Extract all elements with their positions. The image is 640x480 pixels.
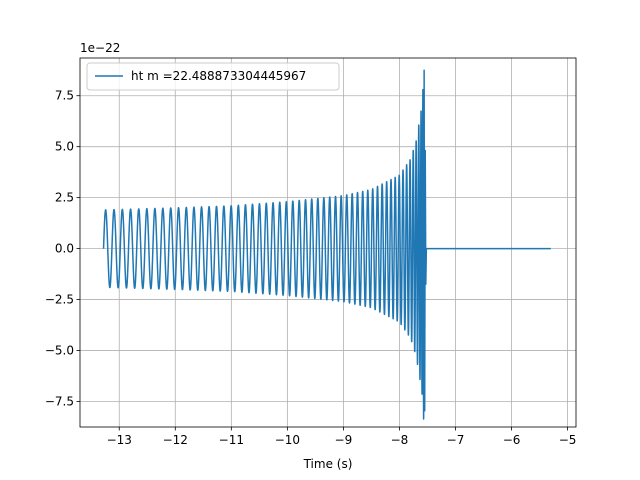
y-tick-label: −5.0: [45, 344, 74, 358]
y-axis-ticks: −7.5 −5.0 −2.5 0.0 2.5 5.0 7.5: [45, 89, 80, 409]
x-tick-label: −12: [163, 433, 188, 447]
x-tick-label: −11: [219, 433, 244, 447]
y-offset-label: 1e−22: [80, 41, 120, 55]
y-tick-label: 2.5: [55, 191, 74, 205]
y-tick-label: 5.0: [55, 140, 74, 154]
axes-frame: [79, 57, 577, 428]
legend: ht m =22.488873304445967: [86, 62, 340, 91]
y-tick-label: 7.5: [55, 89, 74, 103]
y-tick-label: −7.5: [45, 395, 74, 409]
x-axis-label: Time (s): [303, 457, 353, 471]
x-tick-label: −5: [559, 433, 577, 447]
y-tick-label: 0.0: [55, 242, 74, 256]
x-tick-label: −7: [447, 433, 465, 447]
plot-area: [102, 69, 551, 420]
x-tick-label: −10: [275, 433, 300, 447]
x-tick-label: −9: [335, 433, 353, 447]
x-tick-label: −8: [391, 433, 409, 447]
x-tick-label: −13: [107, 433, 132, 447]
legend-box: [86, 62, 340, 91]
grid-lines: [80, 58, 576, 427]
legend-label: ht m =22.488873304445967: [131, 69, 306, 83]
x-axis-ticks: −13 −12 −11 −10 −9 −8 −7 −6 −5: [107, 427, 577, 447]
y-tick-label: −2.5: [45, 293, 74, 307]
signal-line: [102, 69, 551, 420]
x-tick-label: −6: [503, 433, 521, 447]
